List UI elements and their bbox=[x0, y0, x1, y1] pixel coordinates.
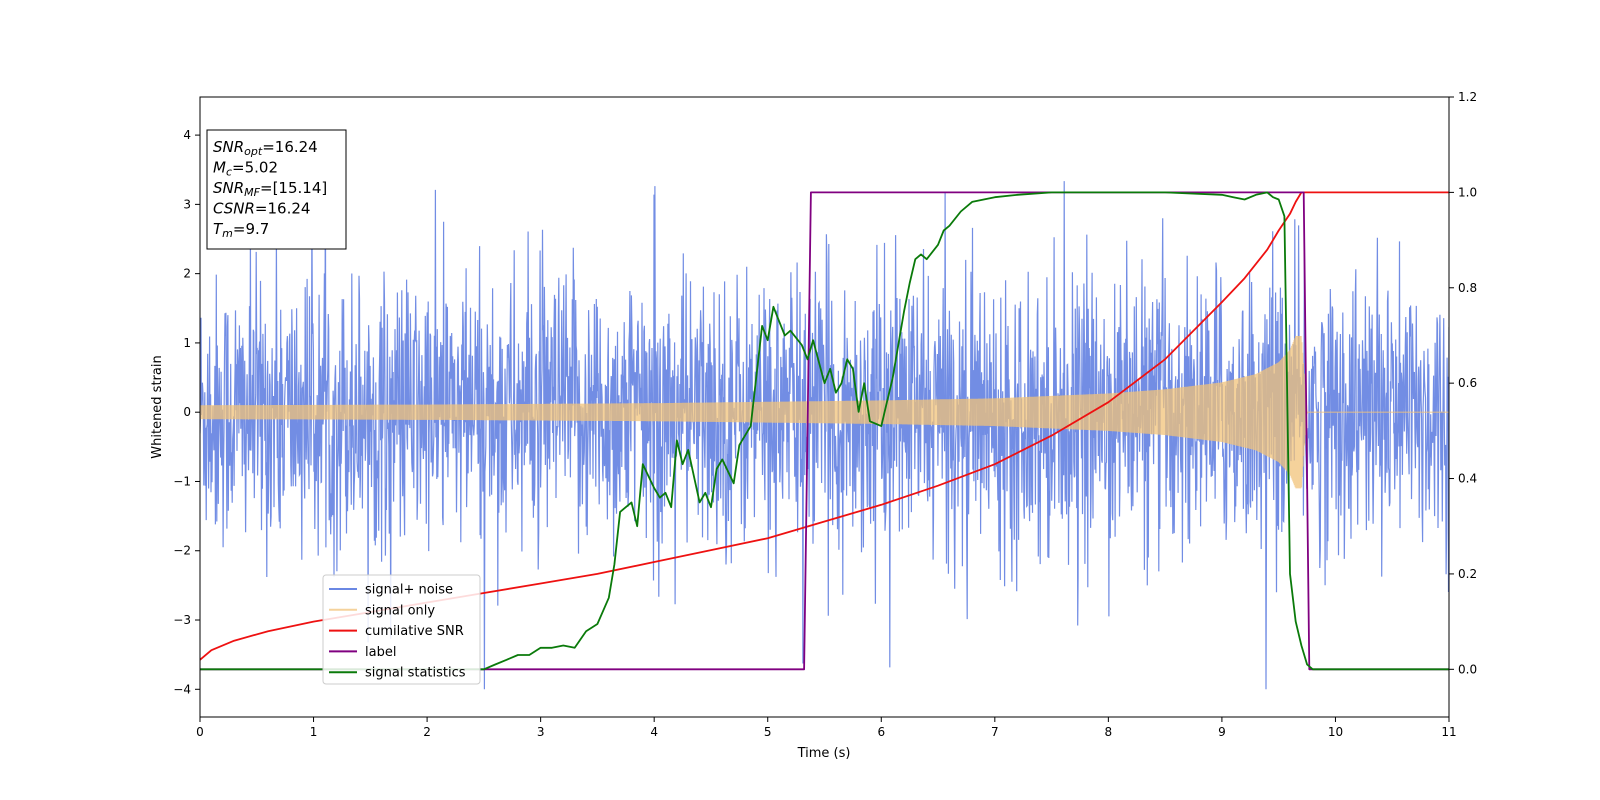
y-tick-label: 0 bbox=[183, 405, 191, 419]
annotation-line: Tm=9.7 bbox=[213, 220, 269, 240]
series-signal-statistics bbox=[200, 191, 1449, 671]
annotation-box: SNRopt=16.24Mc=5.02SNRMF=[15.14]CSNR=16.… bbox=[206, 129, 347, 250]
x-axis-label: Time (s) bbox=[797, 746, 851, 761]
y-axis-label: Whitened strain bbox=[150, 355, 165, 458]
y-tick-label: −2 bbox=[173, 544, 191, 558]
y-axis-right: 0.0 0.2 0.4 0.6 0.8 1.0 1.2 bbox=[1449, 90, 1477, 676]
x-tick-label: 7 bbox=[991, 725, 999, 739]
y2-tick-label: 0.2 bbox=[1458, 567, 1477, 581]
legend-label: cumilative SNR bbox=[365, 624, 464, 639]
y2-tick-label: 1.0 bbox=[1458, 185, 1477, 199]
legend: signal+ noise signal only cumilative SNR la… bbox=[322, 574, 481, 685]
x-tick-label: 2 bbox=[423, 725, 431, 739]
annotation-line: SNRopt=16.24 bbox=[213, 138, 318, 158]
y-tick-label: 4 bbox=[183, 128, 191, 142]
y-tick-label: 2 bbox=[183, 267, 191, 281]
y-tick-label: −1 bbox=[173, 474, 191, 488]
y2-tick-label: 1.2 bbox=[1458, 90, 1477, 104]
legend-frame bbox=[322, 574, 481, 685]
y-axis-left: −4 −3 −2 −1 0 1 2 3 4 bbox=[173, 128, 200, 696]
annotation-line: Mc=5.02 bbox=[213, 159, 278, 179]
y-tick-label: −4 bbox=[173, 682, 191, 696]
annotation-line: CSNR=16.24 bbox=[213, 200, 310, 218]
axes-frame bbox=[199, 96, 1450, 718]
y2-tick-label: 0.4 bbox=[1458, 472, 1477, 486]
y-tick-label: 3 bbox=[183, 197, 191, 211]
x-tick-label: 6 bbox=[877, 725, 885, 739]
x-tick-label: 9 bbox=[1218, 725, 1226, 739]
x-tick-label: 11 bbox=[1441, 725, 1456, 739]
legend-label: label bbox=[365, 645, 396, 660]
x-tick-label: 1 bbox=[310, 725, 318, 739]
x-tick-label: 8 bbox=[1105, 725, 1113, 739]
y-tick-label: 1 bbox=[183, 336, 191, 350]
x-tick-label: 3 bbox=[537, 725, 545, 739]
series-signal-only bbox=[200, 335, 1449, 489]
x-tick-label: 0 bbox=[196, 725, 204, 739]
legend-label: signal+ noise bbox=[365, 583, 453, 598]
x-tick-label: 10 bbox=[1328, 725, 1343, 739]
y2-tick-label: 0.0 bbox=[1458, 662, 1477, 676]
annotation-line: SNRMF=[15.14] bbox=[213, 179, 327, 199]
x-tick-label: 4 bbox=[650, 725, 658, 739]
y2-tick-label: 0.6 bbox=[1458, 376, 1477, 390]
x-axis: 0 1 2 3 4 5 6 7 8 9 10 11 bbox=[196, 717, 1457, 739]
y2-tick-label: 0.8 bbox=[1458, 281, 1477, 295]
legend-label: signal only bbox=[365, 603, 435, 618]
legend-label: signal statistics bbox=[365, 666, 466, 681]
y-tick-label: −3 bbox=[173, 613, 191, 627]
x-tick-label: 5 bbox=[764, 725, 772, 739]
